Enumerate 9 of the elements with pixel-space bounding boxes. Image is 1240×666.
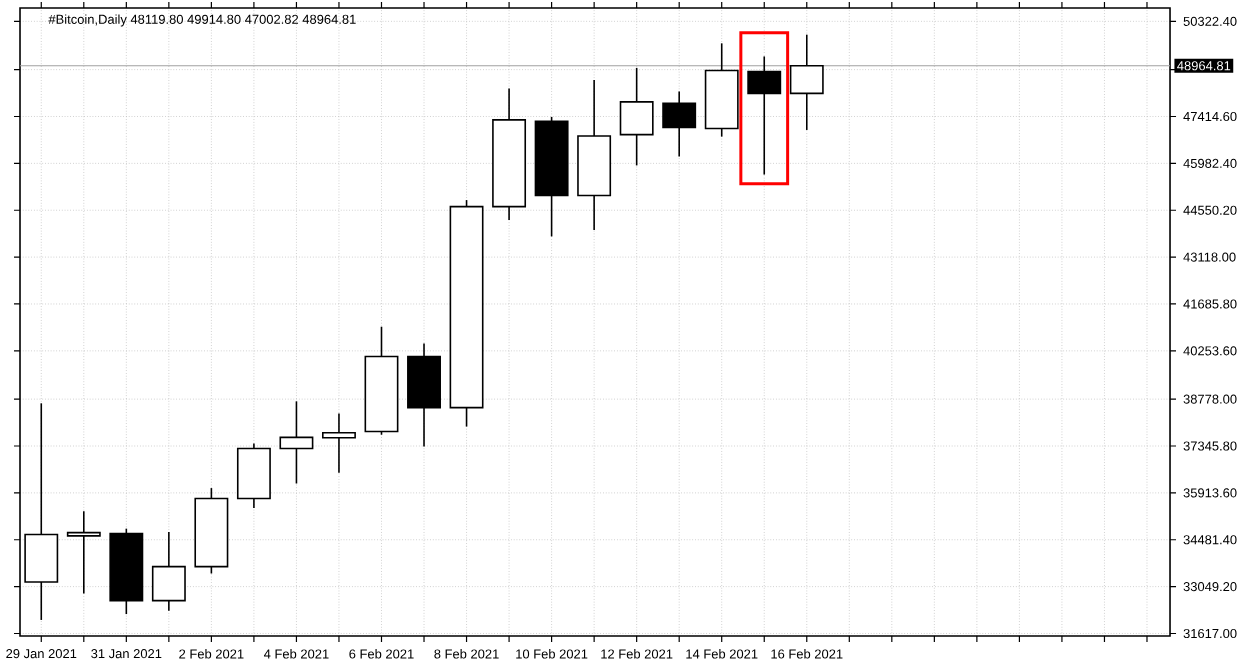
candlestick xyxy=(789,33,824,131)
candlestick xyxy=(279,400,314,485)
candlestick xyxy=(662,90,697,158)
candlestick xyxy=(322,412,356,474)
candlestick xyxy=(151,531,186,612)
candlestick xyxy=(66,510,101,595)
candlestick xyxy=(747,55,782,176)
candlestick xyxy=(24,402,59,621)
candlestick xyxy=(619,67,654,167)
